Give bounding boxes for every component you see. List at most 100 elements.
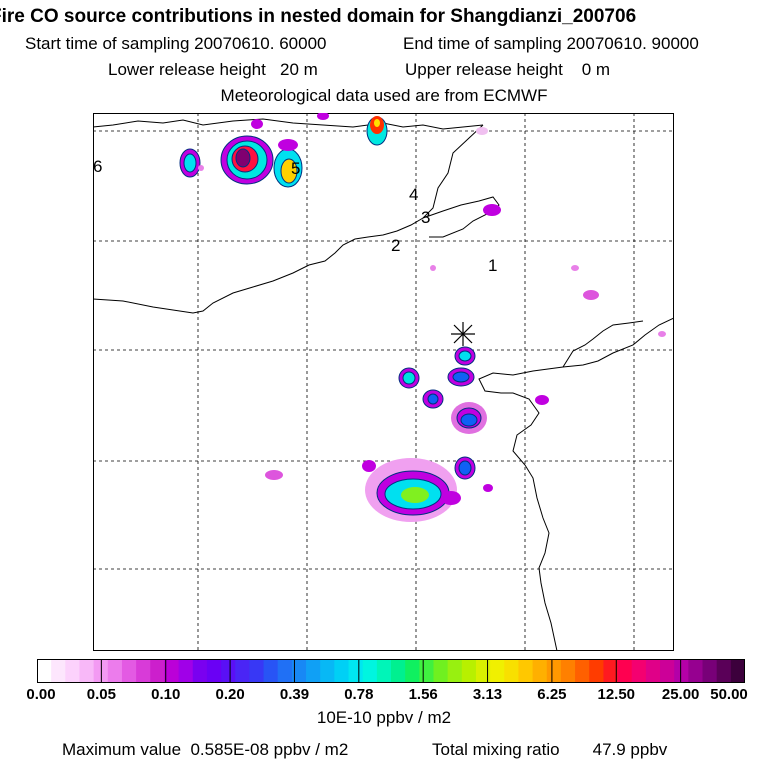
colorbar-swatch	[589, 659, 604, 683]
colorbar-tick-label: 12.50	[597, 686, 636, 703]
colorbar-swatch	[192, 659, 208, 683]
colorbar-swatch	[575, 659, 590, 683]
receptor-station-marker	[451, 322, 475, 346]
colorbar-tick-label: 3.13	[472, 686, 503, 703]
day-marker-6: 6	[93, 157, 102, 176]
plume	[362, 460, 376, 472]
colorbar-swatch	[532, 659, 548, 683]
plume	[460, 413, 478, 427]
plume	[317, 113, 329, 120]
colorbar-border	[37, 659, 745, 683]
plume	[458, 350, 472, 362]
map-frame	[93, 113, 674, 651]
colorbar-tick-label: 25.00	[661, 686, 700, 703]
plume	[452, 371, 470, 383]
plume	[374, 119, 380, 127]
colorbar-swatch	[490, 659, 505, 683]
plume	[483, 204, 501, 216]
colorbar-swatch	[348, 659, 364, 683]
colorbar-swatch	[716, 659, 732, 683]
colorbar-swatch	[702, 659, 718, 683]
plume	[483, 484, 493, 492]
graticule	[93, 113, 674, 651]
colorbar-swatch	[645, 659, 661, 683]
colorbar-swatch	[560, 659, 576, 683]
lower-release-label: Lower release height 20 m	[108, 60, 318, 79]
colorbar-tick-label: 0.10	[151, 686, 181, 703]
day-marker-3: 3	[421, 208, 430, 227]
plume	[251, 119, 263, 129]
plot-title: Fire CO source contributions in nested d…	[0, 6, 637, 27]
colorbar-swatch	[221, 659, 236, 683]
colorbar-swatch	[277, 659, 293, 683]
plume	[571, 265, 579, 271]
colorbar-swatch	[51, 659, 66, 683]
colorbar-swatch	[334, 659, 350, 683]
colorbar-swatch	[405, 659, 420, 683]
plume	[658, 331, 666, 337]
total-mixing-ratio-label: Total mixing ratio 47.9 ppbv	[432, 740, 668, 759]
colorbar-swatch	[320, 659, 335, 683]
colorbar-swatch	[235, 659, 250, 683]
start-time-label: Start time of sampling 20070610. 60000	[25, 34, 327, 53]
colorbar-swatch	[447, 659, 463, 683]
plume	[278, 139, 298, 151]
colorbar-tick-label: 1.56	[408, 686, 438, 703]
plume	[476, 127, 488, 135]
day-marker-2: 2	[391, 236, 400, 255]
colorbar-tick-label: 6.25	[537, 686, 567, 703]
colorbar-tick-label: 0.05	[86, 686, 116, 703]
colorbar-tick-label: 50.00	[710, 686, 748, 703]
colorbar-swatch	[730, 659, 746, 683]
concentration-field	[179, 113, 666, 522]
plume	[427, 393, 439, 405]
plume	[535, 395, 549, 405]
met-data-label: Meteorological data used are from ECMWF	[220, 86, 548, 105]
colorbar-swatch	[688, 659, 704, 683]
colorbar-swatch	[206, 659, 222, 683]
colorbar-swatch	[461, 659, 477, 683]
colorbar-swatch	[546, 659, 562, 683]
plume	[458, 460, 472, 476]
colorbar-swatch	[433, 659, 449, 683]
colorbar	[36, 659, 746, 683]
colorbar-swatch	[376, 659, 392, 683]
colorbar-swatch	[504, 659, 519, 683]
colorbar-swatch	[291, 659, 307, 683]
colorbar-swatch	[136, 659, 151, 683]
colorbar-swatch	[518, 659, 534, 683]
colorbar-swatch	[631, 659, 647, 683]
coastlines	[93, 118, 674, 651]
day-marker-4: 4	[409, 185, 418, 204]
colorbar-swatch	[263, 659, 279, 683]
plume	[402, 371, 416, 385]
maximum-value-label: Maximum value 0.585E-08 ppbv / m2	[62, 740, 349, 759]
colorbar-swatch	[419, 659, 434, 683]
colorbar-swatch	[617, 659, 633, 683]
colorbar-swatch	[37, 659, 52, 683]
plume	[401, 487, 429, 503]
release-heights: Lower release height 20 m Upper release …	[0, 60, 768, 120]
colorbar-swatch	[674, 659, 689, 683]
colorbar-tick-label: 0.20	[215, 686, 245, 703]
colorbar-swatch	[79, 659, 95, 683]
colorbar-swatch	[603, 659, 619, 683]
day-marker-1: 1	[488, 256, 497, 275]
colorbar-swatch	[65, 659, 80, 683]
sampling-times: Start time of sampling 20070610. 60000 E…	[0, 34, 768, 94]
colorbar-tick-label: 0.00	[26, 686, 56, 703]
colorbar-swatch	[164, 659, 180, 683]
plume	[265, 470, 283, 480]
colorbar-swatch	[178, 659, 194, 683]
plume	[441, 491, 461, 505]
upper-release-label: Upper release height 0 m	[405, 60, 611, 79]
colorbar-tick-label: 0.39	[279, 686, 310, 703]
plume	[430, 265, 436, 271]
units-label: 10E-10 ppbv / m2	[316, 708, 452, 727]
colorbar-swatch	[150, 659, 165, 683]
plume	[280, 158, 298, 184]
plume	[198, 165, 204, 171]
plume	[183, 153, 197, 173]
colorbar-swatch	[107, 659, 123, 683]
day-marker-5: 5	[291, 159, 300, 178]
